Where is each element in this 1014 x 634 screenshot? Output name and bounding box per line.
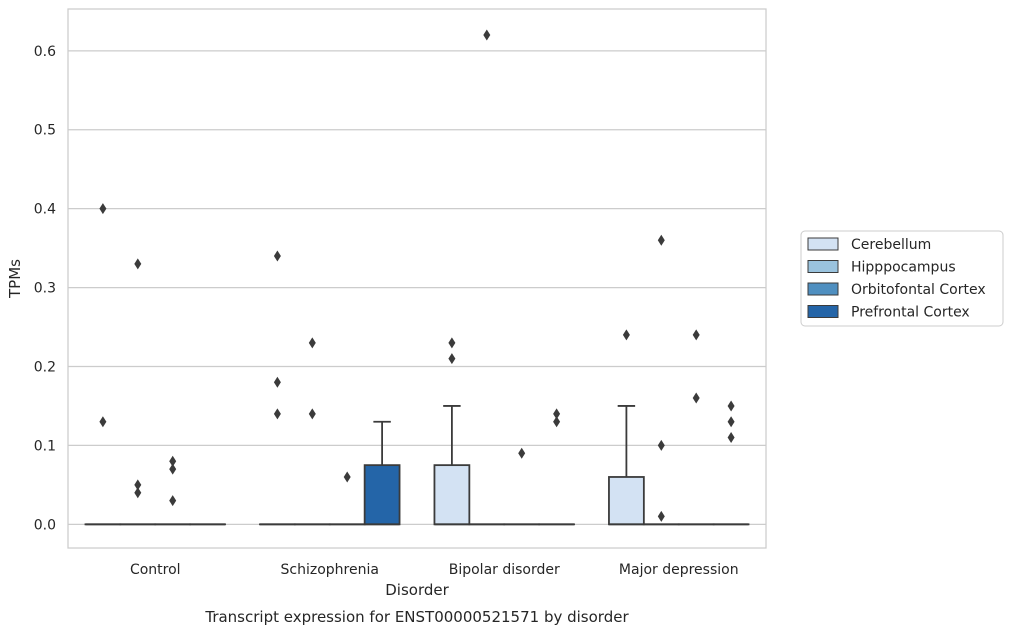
x-tick-label: Major depression xyxy=(619,562,739,578)
legend-label: Prefrontal Cortex xyxy=(851,305,970,321)
box xyxy=(84,203,122,526)
outlier-point xyxy=(518,447,526,459)
box-body xyxy=(608,476,645,526)
legend-label: Cerebellum xyxy=(851,237,931,253)
outlier-point xyxy=(134,258,142,270)
box xyxy=(433,337,471,526)
plot-frame xyxy=(67,8,767,549)
box-body xyxy=(433,464,471,526)
outlier-point xyxy=(169,455,177,467)
y-tick-label: 0.5 xyxy=(34,123,56,139)
outlier-point xyxy=(657,234,665,246)
x-axis-label: Disorder xyxy=(385,581,449,599)
box xyxy=(363,420,401,526)
outlier-point xyxy=(692,392,700,404)
outlier-point xyxy=(273,408,281,420)
outlier-point xyxy=(134,479,142,491)
x-tick-label: Control xyxy=(130,562,181,578)
outlier-point xyxy=(308,408,316,420)
outlier-point xyxy=(169,495,177,507)
legend: Cerebellum Hipppocampus Orbitofontal Corte… xyxy=(800,230,1004,327)
outlier-point xyxy=(622,329,630,341)
box xyxy=(328,471,366,526)
legend-swatch xyxy=(807,237,839,251)
series-prefrontal-cortex xyxy=(189,400,750,526)
outlier-point xyxy=(657,439,665,451)
outlier-point xyxy=(308,337,316,349)
box xyxy=(642,234,680,526)
outlier-point xyxy=(134,487,142,499)
outlier-point xyxy=(169,463,177,475)
chart-caption: Transcript expression for ENST0000052157… xyxy=(204,608,629,626)
legend-label: Hipppocampus xyxy=(851,260,956,276)
y-tick-label: 0.6 xyxy=(34,44,56,60)
x-tick-labels: Control Schizophrenia Bipolar disorder Majo… xyxy=(130,562,739,578)
outlier-point xyxy=(343,471,351,483)
y-tick-label: 0.0 xyxy=(34,517,56,533)
legend-item: Orbitofontal Cortex xyxy=(807,282,986,298)
box xyxy=(259,250,296,526)
outlier-point xyxy=(727,400,735,412)
outlier-point xyxy=(727,416,735,428)
box xyxy=(608,329,645,526)
x-tick-label: Schizophrenia xyxy=(281,562,379,578)
box xyxy=(677,329,715,526)
box xyxy=(468,29,506,526)
x-tick-label: Bipolar disorder xyxy=(449,562,560,578)
series-hipppocampus xyxy=(119,29,680,526)
box xyxy=(119,258,157,526)
box xyxy=(712,400,750,526)
legend-swatch xyxy=(807,282,839,296)
outlier-point xyxy=(692,329,700,341)
box xyxy=(293,337,331,526)
outlier-point xyxy=(553,408,561,420)
series-cerebellum xyxy=(84,203,645,526)
legend-swatch xyxy=(807,305,839,318)
series-orbitofontal-cortex xyxy=(154,329,715,526)
outlier-point xyxy=(727,432,735,444)
box-series xyxy=(84,29,750,526)
outlier-point xyxy=(273,376,281,388)
outlier-point xyxy=(273,250,281,262)
outlier-point xyxy=(553,416,561,428)
y-tick-label: 0.1 xyxy=(34,438,56,454)
outlier-point xyxy=(448,353,456,365)
outlier-point xyxy=(99,416,107,428)
y-tick-label: 0.3 xyxy=(34,281,56,297)
outlier-point xyxy=(483,29,491,41)
y-tick-labels: 0.0 0.1 0.2 0.3 0.4 0.5 0.6 xyxy=(34,44,56,533)
legend-box xyxy=(800,230,1004,327)
box xyxy=(538,408,575,526)
legend-swatch xyxy=(807,260,839,273)
y-axis-label: TPMs xyxy=(6,259,24,299)
outlier-point xyxy=(448,337,456,349)
outlier-point xyxy=(99,203,107,215)
legend-item: Cerebellum xyxy=(807,237,931,253)
y-tick-label: 0.2 xyxy=(34,359,56,375)
legend-item: Hipppocampus xyxy=(807,260,956,276)
outlier-point xyxy=(657,510,665,522)
legend-item: Prefrontal Cortex xyxy=(807,305,970,321)
box-body xyxy=(363,464,401,526)
y-tick-label: 0.4 xyxy=(34,202,56,218)
legend-label: Orbitofontal Cortex xyxy=(851,282,986,298)
